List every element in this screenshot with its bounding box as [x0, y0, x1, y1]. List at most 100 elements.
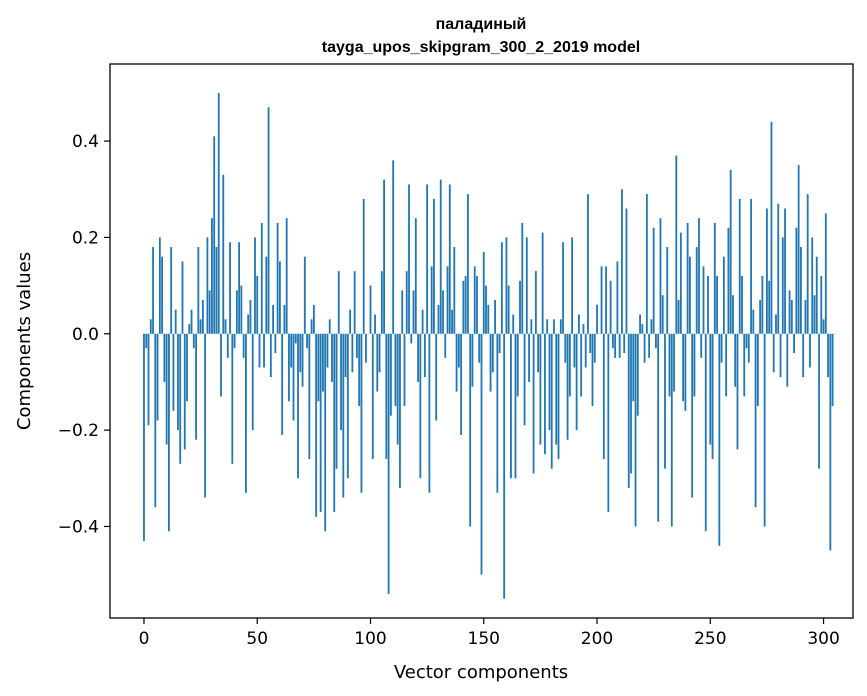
- bar-component-294: [809, 333, 811, 368]
- bar-component-116: [405, 271, 408, 334]
- bar-component-283: [784, 208, 786, 334]
- bar-component-200: [596, 304, 598, 334]
- bar-component-129: [435, 333, 438, 421]
- bar-component-34: [220, 333, 222, 397]
- bar-component-214: [627, 333, 630, 488]
- bar-component-277: [770, 121, 773, 334]
- bar-component-108: [387, 333, 390, 594]
- bar-component-130: [437, 304, 440, 334]
- bar-component-14: [174, 309, 177, 334]
- bar-component-114: [401, 290, 404, 334]
- bar-component-49: [254, 237, 256, 334]
- bar-component-176: [541, 232, 544, 334]
- bar-component-80: [324, 333, 327, 532]
- bar-component-263: [738, 198, 741, 334]
- bar-component-69: [299, 333, 302, 373]
- bar-component-221: [643, 333, 646, 363]
- bar-component-224: [650, 319, 653, 334]
- bar-component-198: [591, 333, 594, 407]
- bar-component-120: [414, 218, 417, 334]
- bar-component-232: [668, 333, 671, 397]
- bar-component-113: [399, 333, 401, 488]
- bar-component-94: [356, 333, 358, 358]
- bar-component-133: [444, 333, 447, 358]
- bar-component-238: [682, 333, 685, 402]
- bar-component-106: [383, 179, 385, 334]
- bar-component-191: [575, 333, 578, 431]
- bar-component-219: [639, 314, 641, 334]
- x-tick-label: 250: [694, 629, 726, 649]
- bar-component-73: [308, 333, 311, 460]
- bar-component-53: [263, 333, 265, 368]
- bar-component-63: [285, 218, 288, 334]
- bar-component-244: [695, 247, 698, 334]
- bar-component-167: [521, 222, 524, 334]
- bar-component-30: [211, 218, 213, 334]
- bar-component-202: [600, 266, 603, 334]
- bar-component-21: [190, 309, 193, 334]
- bar-component-109: [389, 333, 392, 416]
- bar-component-150: [482, 251, 485, 334]
- bar-component-2: [147, 333, 150, 426]
- bar-component-249: [707, 275, 709, 334]
- bar-component-76: [315, 333, 318, 517]
- bar-component-37: [226, 333, 229, 358]
- bar-component-180: [550, 333, 553, 469]
- y-axis-label: Components values: [14, 252, 35, 430]
- x-tick-label: 100: [354, 629, 386, 649]
- bar-component-260: [732, 295, 734, 334]
- bar-component-84: [333, 333, 336, 513]
- bar-component-8: [161, 256, 163, 334]
- bar-component-173: [534, 271, 537, 334]
- bar-component-60: [278, 261, 281, 334]
- bar-component-302: [827, 333, 829, 378]
- bar-component-12: [170, 247, 173, 334]
- bar-component-272: [759, 300, 762, 334]
- bar-component-301: [824, 213, 827, 334]
- bar-component-83: [331, 333, 333, 382]
- bar-component-153: [489, 333, 492, 392]
- bar-component-24: [197, 247, 200, 334]
- bar-component-6: [156, 333, 159, 421]
- bar-component-240: [686, 222, 689, 334]
- bar-component-235: [675, 155, 678, 334]
- bar-component-142: [464, 275, 467, 334]
- bar-component-47: [249, 300, 252, 334]
- bar-component-253: [716, 275, 718, 334]
- bar-component-10: [165, 333, 168, 445]
- bar-component-28: [206, 237, 209, 334]
- bar-component-19: [186, 333, 188, 402]
- bar-component-29: [208, 290, 211, 334]
- bar-component-231: [666, 247, 669, 334]
- bar-component-135: [448, 184, 451, 334]
- bar-component-291: [802, 333, 805, 378]
- bar-component-70: [301, 333, 304, 387]
- bar-component-229: [661, 295, 664, 334]
- bar-component-61: [281, 333, 284, 435]
- bar-component-31: [213, 136, 216, 334]
- bar-component-67: [294, 333, 297, 344]
- bar-component-23: [195, 333, 197, 440]
- bar-component-233: [670, 333, 673, 527]
- bar-component-273: [761, 275, 764, 334]
- x-axis-label: Vector components: [394, 662, 568, 683]
- bar-component-138: [455, 333, 458, 392]
- bar-component-211: [621, 189, 623, 334]
- x-tick-label: 150: [468, 629, 500, 649]
- bar-component-62: [283, 304, 286, 334]
- bar-component-104: [378, 333, 381, 373]
- bar-component-258: [727, 227, 730, 334]
- bar-component-143: [467, 194, 469, 334]
- bar-component-205: [607, 333, 610, 513]
- bar-component-41: [235, 290, 238, 334]
- plot-area-frame: [109, 63, 854, 619]
- bar-component-280: [777, 203, 780, 334]
- bar-component-185: [562, 242, 564, 334]
- chart-title: паладиный: [436, 16, 527, 33]
- bar-component-281: [779, 333, 782, 378]
- bar-component-141: [462, 280, 465, 334]
- bar-component-264: [741, 275, 743, 334]
- bar-component-44: [242, 333, 245, 358]
- bar-component-171: [530, 319, 533, 334]
